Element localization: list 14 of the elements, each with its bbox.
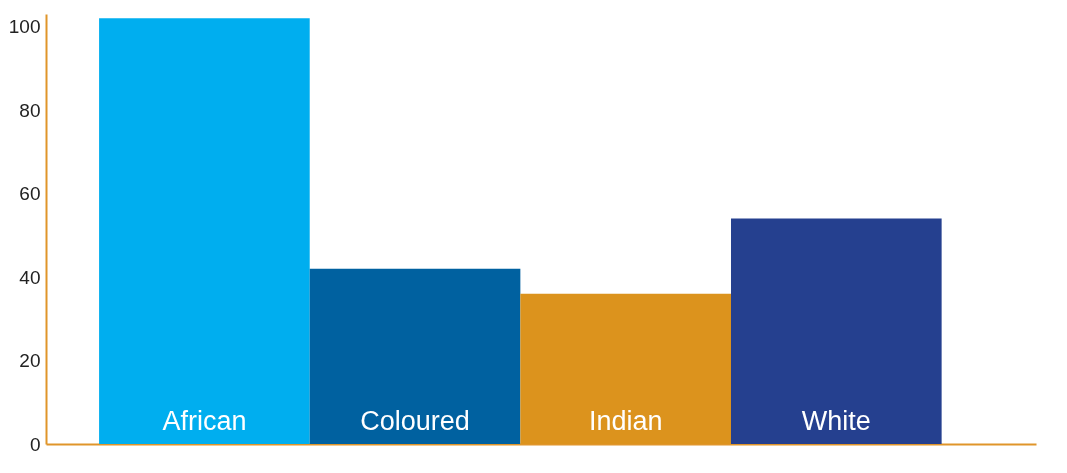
y-tick-label: 100 [8, 16, 41, 38]
x-tick-label: White [801, 406, 871, 436]
bar [731, 218, 942, 444]
x-tick-label: Coloured [360, 406, 470, 436]
x-tick-label: Indian [588, 406, 663, 436]
bar [99, 18, 310, 444]
y-tick-label: 40 [19, 266, 41, 288]
bar [309, 268, 521, 444]
bar [520, 293, 731, 444]
y-tick-label: 60 [19, 183, 41, 205]
y-tick-label: 80 [19, 99, 41, 121]
y-tick-label: 0 [29, 433, 41, 455]
y-tick-label: 20 [19, 350, 41, 371]
x-tick-label: African [162, 406, 247, 436]
